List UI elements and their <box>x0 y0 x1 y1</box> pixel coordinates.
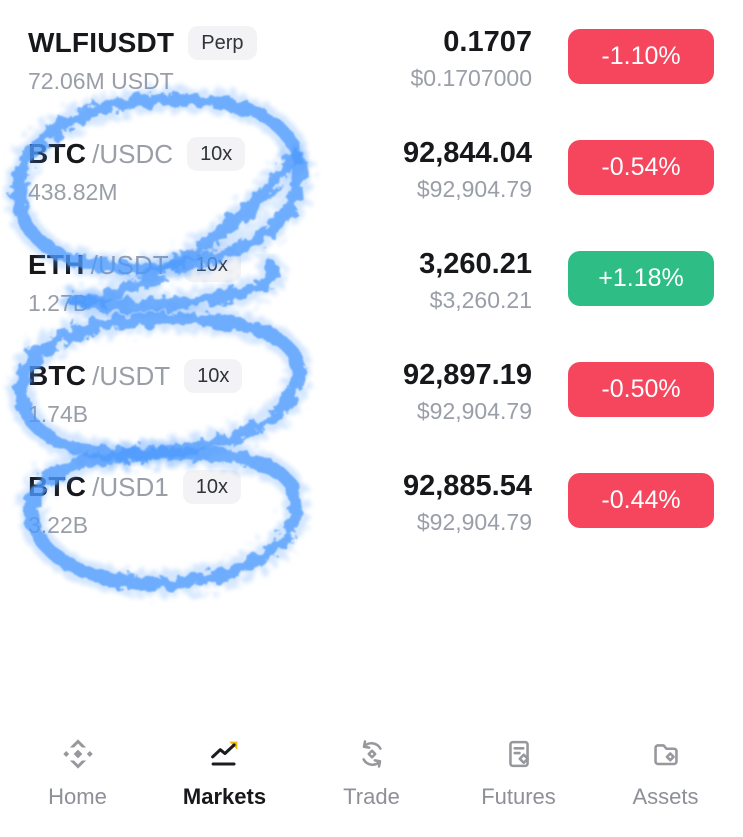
pair-usd-price: $92,904.79 <box>416 509 532 535</box>
change-badge[interactable]: -0.54% <box>568 140 714 195</box>
pair-quote: /USD1 <box>92 471 169 502</box>
market-row[interactable]: BTC /USDT 10x 1.74B 92,897.19 $92,904.79… <box>28 359 714 470</box>
price-block: 92,897.19 $92,904.79 <box>403 359 532 425</box>
symbol-line: BTC /USD1 10x <box>28 470 403 504</box>
symbol-line: BTC /USDC 10x <box>28 137 403 171</box>
pair-price: 92,885.54 <box>402 470 532 502</box>
market-row[interactable]: BTC /USDC 10x 438.82M 92,844.04 $92,904.… <box>28 137 714 248</box>
markets-chart-icon <box>206 735 244 773</box>
pair-usd-price: $0.1707000 <box>410 65 532 91</box>
change-badge[interactable]: -0.44% <box>568 473 714 528</box>
market-row[interactable]: WLFIUSDT Perp 72.06M USDT 0.1707 $0.1707… <box>28 26 714 137</box>
assets-wallet-icon <box>647 735 685 773</box>
leverage-badge: 10x <box>187 137 246 171</box>
pair-price: 0.1707 <box>443 26 532 58</box>
symbol-line: BTC /USDT 10x <box>28 359 403 393</box>
nav-label-home: Home <box>48 784 107 809</box>
pair-quote: /USDT <box>92 360 171 391</box>
pair-quote: /USDT <box>90 249 169 280</box>
nav-item-markets[interactable]: Markets <box>151 721 298 837</box>
market-row[interactable]: BTC /USD1 10x 3.22B 92,885.54 $92,904.79… <box>28 470 714 581</box>
pair-base: BTC <box>28 471 87 502</box>
pair-info: BTC /USDC 10x 438.82M <box>28 137 403 206</box>
pair-volume: 1.74B <box>28 401 89 427</box>
pair-info: BTC /USDT 10x 1.74B <box>28 359 403 428</box>
leverage-badge: Perp <box>188 26 257 60</box>
pair-volume: 3.22B <box>28 512 89 538</box>
nav-item-trade[interactable]: Trade <box>298 721 445 837</box>
nav-item-home[interactable]: Home <box>4 721 151 837</box>
nav-label-futures: Futures <box>481 784 556 809</box>
futures-contract-icon <box>500 735 538 773</box>
pair-volume: 72.06M USDT <box>28 68 174 94</box>
pair-price: 92,897.19 <box>402 359 532 391</box>
trade-cycle-icon <box>353 735 391 773</box>
pair-volume: 1.27B <box>28 290 89 316</box>
pair-usd-price: $3,260.21 <box>429 287 532 313</box>
nav-label-trade: Trade <box>343 784 400 809</box>
market-row[interactable]: ETH /USDT 10x 1.27B 3,260.21 $3,260.21 +… <box>28 248 714 359</box>
nav-item-assets[interactable]: Assets <box>592 721 739 837</box>
pair-base: BTC <box>28 138 87 169</box>
nav-label-markets: Markets <box>182 784 267 809</box>
leverage-badge: 10x <box>182 248 241 282</box>
nav-label-assets: Assets <box>632 784 699 809</box>
price-block: 92,885.54 $92,904.79 <box>403 470 532 536</box>
pair-info: WLFIUSDT Perp 72.06M USDT <box>28 26 410 95</box>
binance-logo-icon <box>59 735 97 773</box>
pair-base: WLFIUSDT <box>28 27 175 58</box>
change-badge[interactable]: +1.18% <box>568 251 714 306</box>
pair-info: ETH /USDT 10x 1.27B <box>28 248 419 317</box>
leverage-badge: 10x <box>182 470 241 504</box>
symbol-line: ETH /USDT 10x <box>28 248 419 282</box>
pair-usd-price: $92,904.79 <box>416 398 532 424</box>
price-block: 0.1707 $0.1707000 <box>410 26 532 92</box>
pair-price: 3,260.21 <box>419 248 532 280</box>
symbol-line: WLFIUSDT Perp <box>28 26 410 60</box>
pair-base: BTC <box>28 360 87 391</box>
change-badge[interactable]: -1.10% <box>568 29 714 84</box>
pair-quote: /USDC <box>92 138 174 169</box>
pair-usd-price: $92,904.79 <box>416 176 532 202</box>
pair-volume: 438.82M <box>28 179 118 205</box>
nav-item-futures[interactable]: Futures <box>445 721 592 837</box>
bottom-nav: Home Markets Tra <box>0 721 743 837</box>
price-block: 92,844.04 $92,904.79 <box>403 137 532 203</box>
price-block: 3,260.21 $3,260.21 <box>419 248 532 314</box>
pair-price: 92,844.04 <box>402 137 532 169</box>
market-list: WLFIUSDT Perp 72.06M USDT 0.1707 $0.1707… <box>28 26 714 581</box>
change-badge[interactable]: -0.50% <box>568 362 714 417</box>
pair-base: ETH <box>28 249 85 280</box>
leverage-badge: 10x <box>184 359 243 393</box>
pair-info: BTC /USD1 10x 3.22B <box>28 470 403 539</box>
